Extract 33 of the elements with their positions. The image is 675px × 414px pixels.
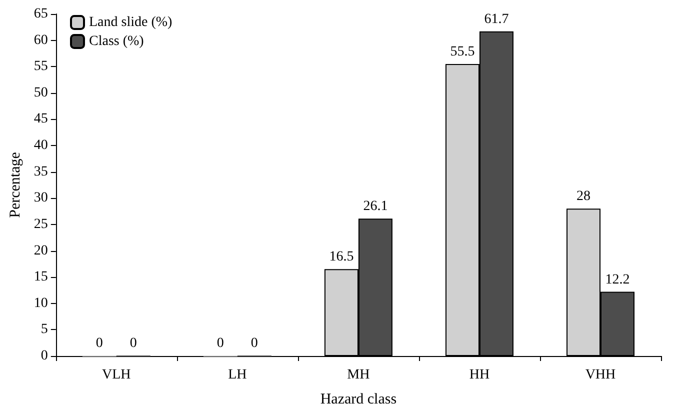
y-tick-label: 45 <box>34 112 48 127</box>
data-label: 0 <box>130 336 137 351</box>
y-tick-label: 35 <box>34 164 48 180</box>
data-label: 12.2 <box>605 272 630 288</box>
y-tick-label: 20 <box>34 243 48 258</box>
y-axis-title: Percentage <box>8 152 24 218</box>
data-label: 0 <box>96 336 103 351</box>
legend-label: Class (%) <box>89 34 144 49</box>
data-label: 55.5 <box>450 44 475 60</box>
y-tick-label: 40 <box>34 138 48 154</box>
y-tick-label: 55 <box>34 59 48 74</box>
data-label: 0 <box>216 336 224 351</box>
y-tick-label: 30 <box>34 190 48 206</box>
data-label: 16.5 <box>329 250 354 265</box>
legend-label: Land slide (%) <box>89 15 173 30</box>
x-axis-title: Hazard class <box>320 392 397 408</box>
x-tick-label: HH <box>469 368 490 382</box>
data-label: 26.1 <box>363 199 388 214</box>
data-label: 28 <box>576 189 590 204</box>
y-tick-label: 10 <box>34 296 48 311</box>
x-tick-label: MH <box>347 368 370 382</box>
x-tick-label: VHH <box>585 368 616 382</box>
y-tick-label: 60 <box>34 32 48 48</box>
y-tick-label: 0 <box>40 348 48 364</box>
data-label: 0 <box>250 336 258 351</box>
y-tick-label: 5 <box>40 322 48 338</box>
y-tick-label: 50 <box>34 85 48 100</box>
y-tick-label: 15 <box>34 270 48 285</box>
x-tick-label: VLH <box>102 368 131 382</box>
y-tick-label: 65 <box>34 6 48 22</box>
x-tick-label: LH <box>228 368 247 382</box>
data-label: 61.7 <box>484 12 509 27</box>
y-tick-label: 25 <box>34 216 48 232</box>
